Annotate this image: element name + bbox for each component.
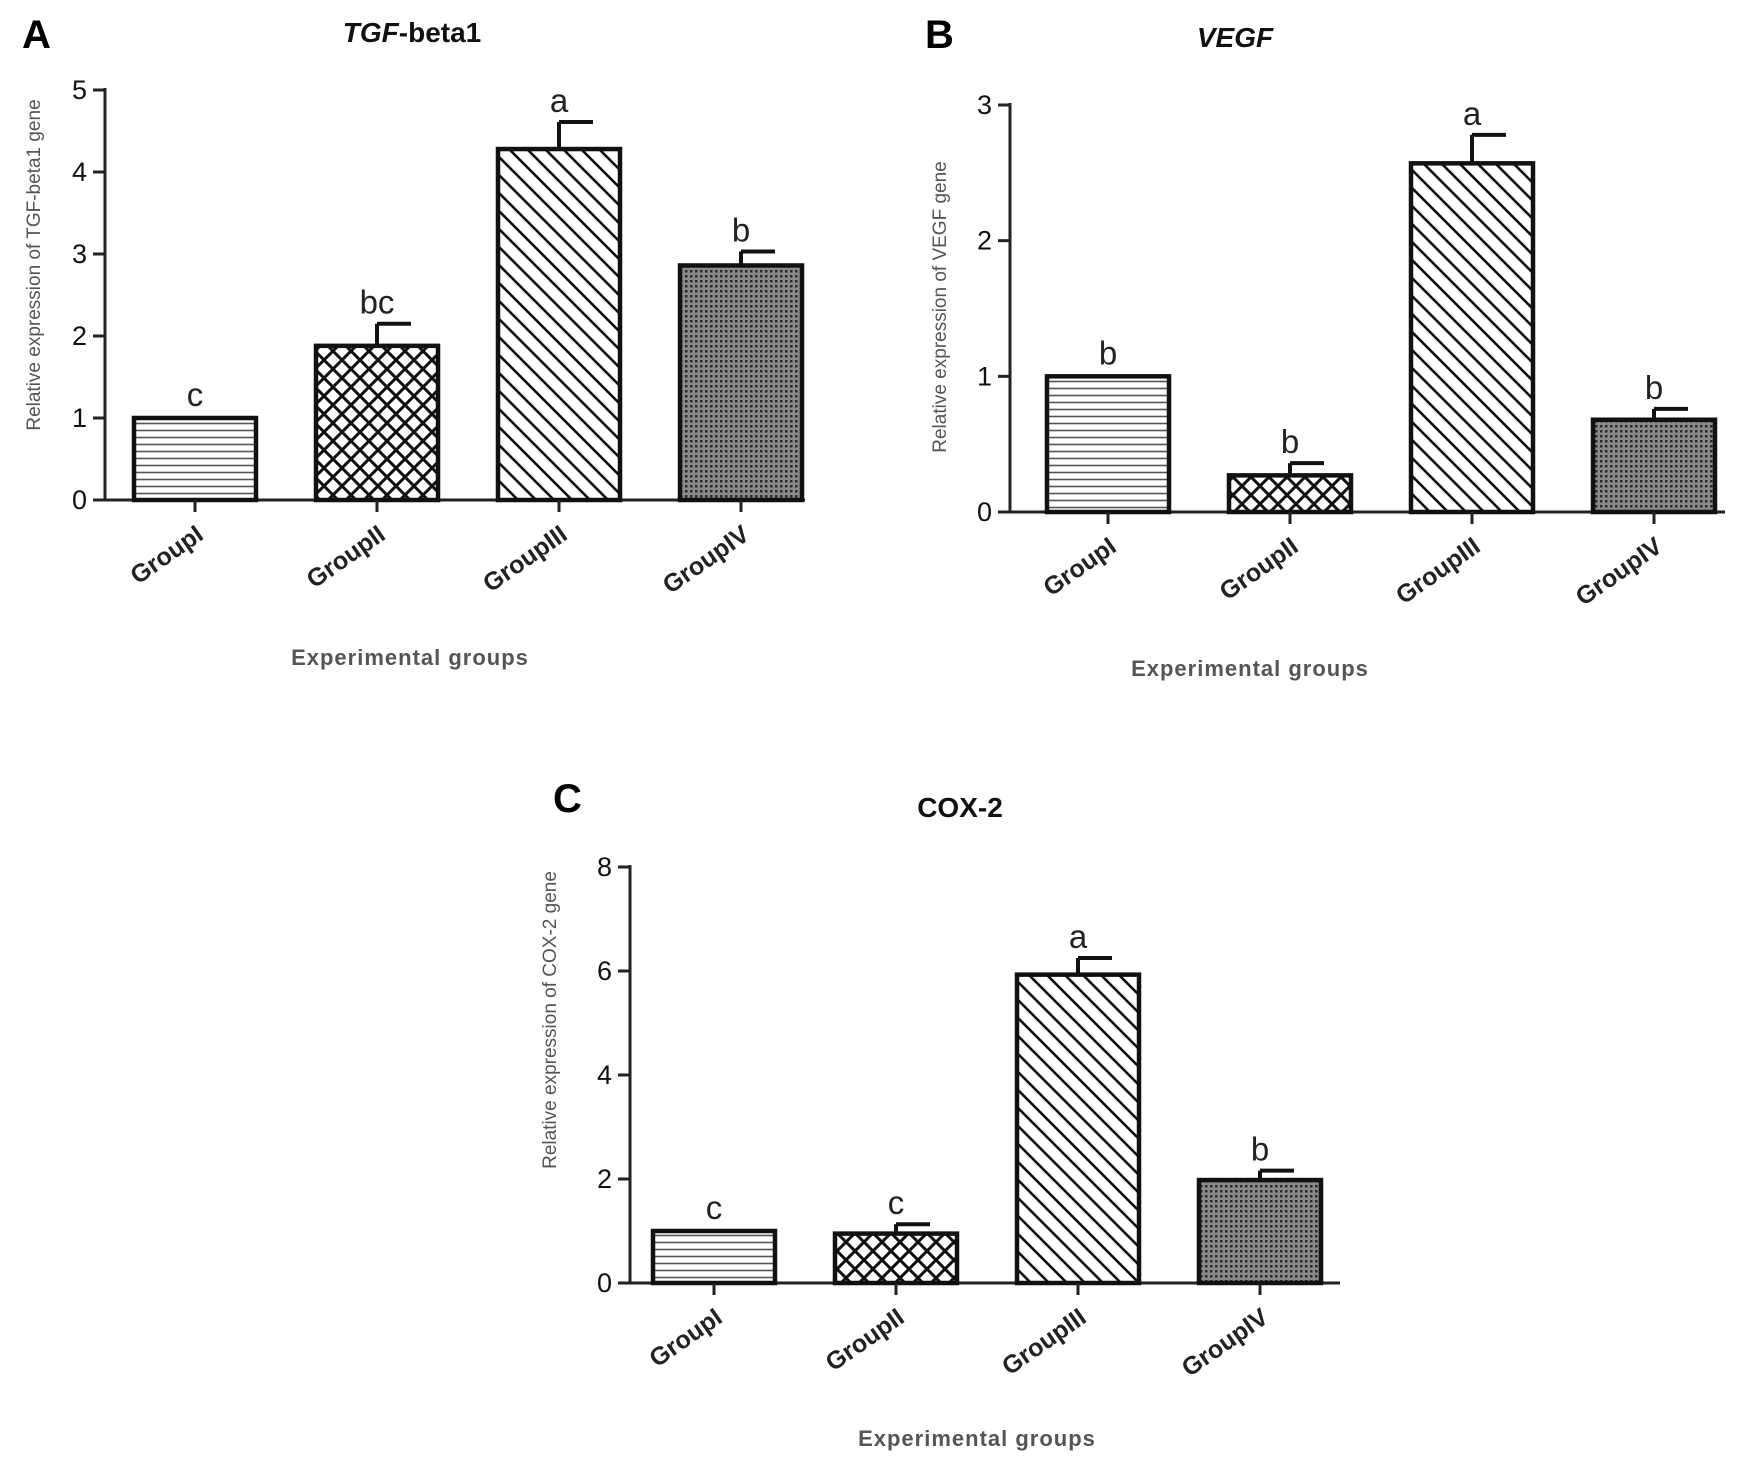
significance-label-b-2: b	[1281, 423, 1299, 460]
panel-letter-a: A	[22, 13, 51, 57]
bar-c-4	[1196, 1177, 1324, 1286]
plot-area-c: 0 2 4 6 8 c GroupI c GroupII a GroupIII b GroupIV	[597, 852, 1340, 1382]
plot-area-b: 0 1 2 3 b GroupI b GroupII a GroupIII b GroupIV	[977, 90, 1725, 611]
significance-label-c-4: b	[1251, 1131, 1269, 1168]
bar-a-1	[131, 415, 259, 503]
x-axis-label-a: Experimental groups	[291, 645, 529, 670]
bar-a-3	[495, 146, 623, 503]
significance-label-a-1: c	[187, 376, 204, 413]
y-tick-label-b: 0	[977, 497, 992, 527]
y-tick-label-a: 0	[72, 485, 87, 515]
significance-label-b-1: b	[1099, 334, 1117, 371]
x-tick-label-c: GroupI	[644, 1303, 727, 1373]
y-tick-label-c: 0	[597, 1268, 612, 1298]
bar-c-2	[832, 1231, 960, 1286]
y-tick-label-b: 1	[977, 361, 992, 391]
chart-panel-b: B VEGF Relative expression of VEGF gene …	[925, 13, 1725, 681]
y-tick-label-c: 2	[597, 1164, 612, 1194]
significance-label-c-3: a	[1069, 918, 1088, 955]
x-tick-label-b: GroupI	[1038, 532, 1121, 602]
significance-label-a-3: a	[550, 82, 569, 119]
bar-b-4	[1590, 417, 1718, 515]
x-tick-label-a: GroupII	[302, 520, 391, 594]
panel-letter-c: C	[553, 777, 582, 821]
plot-area-a: 0 1 2 3 4 5 c GroupI bc GroupII a GroupIII b GroupIV	[72, 75, 805, 599]
x-tick-label-b: GroupII	[1215, 532, 1304, 606]
x-tick-label-a: GroupI	[125, 520, 208, 590]
chart-panel-c: C COX-2 Relative expression of COX-2 gen…	[540, 777, 1340, 1451]
y-axis-label-c: Relative expression of COX-2 gene	[540, 871, 561, 1169]
y-tick-label-c: 8	[597, 852, 612, 882]
x-tick-label-b: GroupIV	[1571, 532, 1668, 612]
y-tick-label-a: 4	[72, 157, 87, 187]
chart-panel-a: A TGF-beta1 Relative expression of TGF-b…	[22, 13, 805, 670]
y-axis-label-b: Relative expression of VEGF gene	[930, 161, 951, 453]
bar-b-1	[1044, 374, 1172, 515]
y-tick-label-c: 4	[597, 1060, 612, 1090]
significance-label-b-4: b	[1645, 369, 1663, 406]
y-tick-label-a: 1	[72, 403, 87, 433]
bar-c-1	[650, 1228, 778, 1286]
y-tick-label-a: 3	[72, 239, 87, 269]
significance-label-a-2: bc	[360, 284, 395, 321]
significance-label-b-3: a	[1463, 95, 1482, 132]
chart-title-b: VEGF	[1197, 22, 1274, 53]
bar-c-3	[1014, 972, 1142, 1286]
significance-label-a-4: b	[732, 212, 750, 249]
y-axis-label-a: Relative expression of TGF-beta1 gene	[24, 99, 45, 430]
y-tick-label-b: 2	[977, 226, 992, 256]
y-tick-label-a: 2	[72, 321, 87, 351]
bar-a-4	[677, 263, 805, 503]
x-tick-label-c: GroupIII	[997, 1303, 1092, 1381]
x-tick-label-a: GroupIII	[478, 520, 573, 598]
x-axis-label-c: Experimental groups	[858, 1426, 1096, 1451]
x-tick-label-c: GroupII	[821, 1303, 910, 1377]
y-tick-label-c: 6	[597, 956, 612, 986]
chart-title-a: TGF-beta1	[343, 17, 481, 48]
bar-b-3	[1408, 161, 1536, 515]
y-tick-label-b: 3	[977, 90, 992, 120]
x-tick-label-c: GroupIV	[1177, 1303, 1274, 1383]
significance-label-c-2: c	[888, 1184, 905, 1221]
x-axis-label-b: Experimental groups	[1131, 656, 1369, 681]
chart-title-c: COX-2	[917, 792, 1003, 823]
bar-a-2	[313, 343, 441, 503]
y-tick-label-a: 5	[72, 75, 87, 105]
panel-letter-b: B	[925, 13, 954, 57]
bar-b-2	[1226, 473, 1354, 515]
significance-label-c-1: c	[706, 1189, 723, 1226]
x-tick-label-b: GroupIII	[1391, 532, 1486, 610]
x-tick-label-a: GroupIV	[658, 520, 755, 600]
